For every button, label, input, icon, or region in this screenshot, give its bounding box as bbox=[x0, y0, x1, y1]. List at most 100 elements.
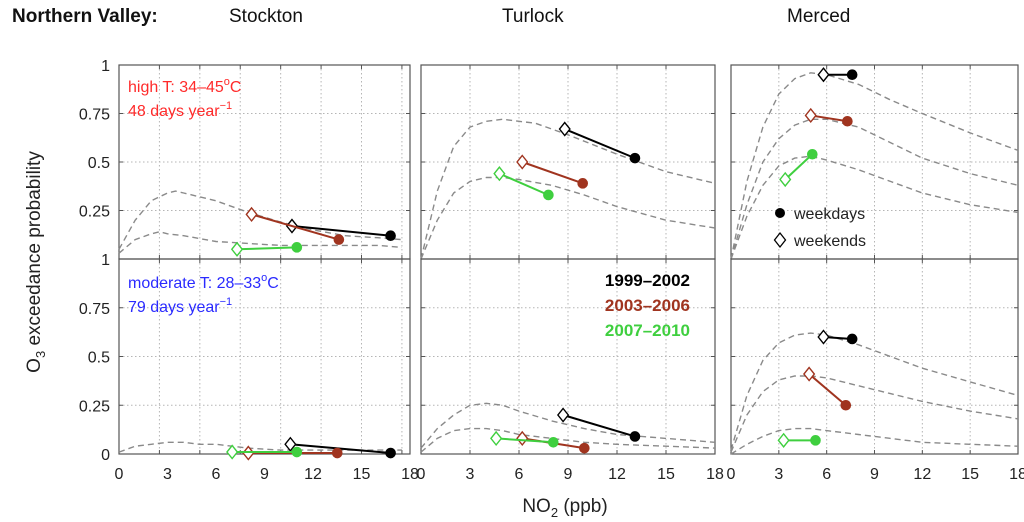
x-tick-label: 12 bbox=[304, 466, 322, 483]
model-curve bbox=[730, 427, 1019, 455]
unit: C bbox=[267, 275, 279, 292]
panel-turlock-high-t bbox=[420, 64, 716, 260]
legend-weekday-marker bbox=[775, 208, 785, 218]
weekday-point bbox=[629, 431, 641, 442]
weekday-point bbox=[385, 447, 396, 459]
series-line bbox=[499, 172, 549, 196]
model-curve bbox=[118, 190, 402, 250]
series-line bbox=[521, 161, 584, 185]
series-line bbox=[251, 213, 340, 241]
weekend-point bbox=[284, 436, 297, 452]
x-tick-label: 3 bbox=[466, 466, 475, 483]
weekday-point bbox=[846, 333, 858, 345]
weekend-point bbox=[817, 329, 830, 345]
weekday-point bbox=[543, 189, 554, 201]
y-tick-label: 0.25 bbox=[79, 204, 110, 221]
legend-weekend-marker bbox=[773, 231, 787, 249]
weekday-point bbox=[629, 152, 641, 164]
weekday-point bbox=[385, 230, 396, 242]
weekend-point bbox=[493, 166, 506, 182]
weekday-point bbox=[333, 234, 345, 245]
weekday-point bbox=[807, 148, 818, 160]
y-label-sub: 3 bbox=[33, 351, 48, 358]
x-tick-label: 0 bbox=[115, 466, 124, 483]
legend-period-label: 2007–2010 bbox=[605, 321, 690, 340]
unit: C bbox=[230, 79, 242, 96]
weekend-point bbox=[779, 171, 792, 188]
weekend-point bbox=[817, 67, 830, 83]
weekday-point bbox=[291, 242, 303, 253]
y-tick-label: 1 bbox=[101, 58, 110, 75]
y-tick-label: 1 bbox=[101, 252, 110, 269]
x-tick-label: 0 bbox=[727, 466, 736, 483]
weekend-point bbox=[804, 107, 817, 124]
weekday-point bbox=[577, 178, 589, 189]
x-axis-label: NO2 (ppb) bbox=[522, 496, 607, 520]
x-tick-label: 6 bbox=[212, 466, 221, 483]
weekday-point bbox=[810, 435, 821, 446]
weekday-point bbox=[291, 446, 303, 458]
city-title-stockton: Stockton bbox=[229, 6, 303, 27]
weekend-point bbox=[490, 430, 503, 447]
series-line bbox=[784, 153, 813, 181]
panel-turlock-moderate-t bbox=[420, 258, 716, 455]
series-line bbox=[291, 225, 391, 237]
x-tick-label: 3 bbox=[774, 466, 783, 483]
weekend-point bbox=[226, 444, 239, 460]
moderate-t-note-line1: moderate T: 28–33oC bbox=[128, 272, 279, 292]
high-t-note-line2: 48 days year−1 bbox=[128, 100, 232, 120]
x-tick-label: 15 bbox=[353, 466, 371, 483]
model-curve bbox=[118, 231, 402, 254]
model-curve bbox=[420, 402, 716, 449]
panel-stockton-high-t bbox=[118, 64, 411, 260]
x-tick-label: 15 bbox=[961, 466, 979, 483]
degree-sup: o bbox=[224, 76, 230, 88]
x-tick-label: 6 bbox=[822, 466, 831, 483]
y-tick-label: 0.75 bbox=[79, 301, 110, 318]
x-label-sub: 2 bbox=[551, 505, 558, 520]
weekend-point bbox=[803, 366, 816, 382]
model-curve bbox=[118, 441, 402, 453]
x-tick-label: 18 bbox=[706, 466, 724, 483]
x-tick-label: 9 bbox=[870, 466, 879, 483]
x-tick-label: 15 bbox=[657, 466, 675, 483]
legend-period-label: 1999–2002 bbox=[605, 271, 690, 290]
model-curve bbox=[420, 118, 716, 260]
degree-sup: o bbox=[261, 272, 267, 284]
x-tick-label: 12 bbox=[608, 466, 626, 483]
series-line bbox=[290, 443, 391, 455]
legend-weekdays-label: weekdays bbox=[793, 206, 865, 223]
exponent-sup: −1 bbox=[220, 100, 233, 112]
y-label-rest: exceedance probability bbox=[24, 151, 45, 351]
x-tick-label: 0 bbox=[417, 466, 426, 483]
weekend-point bbox=[230, 241, 244, 257]
series-line bbox=[810, 114, 848, 123]
model-curve bbox=[420, 427, 716, 453]
weekday-point bbox=[846, 69, 858, 80]
series-line bbox=[562, 414, 636, 438]
x-tick-label: 9 bbox=[564, 466, 573, 483]
panel-stockton-moderate-t bbox=[118, 258, 411, 461]
x-tick-label: 18 bbox=[1009, 466, 1024, 483]
y-tick-label: 0 bbox=[101, 447, 110, 464]
y-tick-label: 0.5 bbox=[88, 350, 110, 367]
weekend-point bbox=[516, 154, 529, 170]
city-title-turlock: Turlock bbox=[502, 6, 564, 27]
weekday-point bbox=[840, 399, 852, 411]
model-curve bbox=[730, 155, 1019, 260]
weekday-point bbox=[548, 437, 559, 448]
exponent-sup: −1 bbox=[220, 296, 233, 308]
panel-merced-high-t bbox=[730, 64, 1019, 260]
moderate-t-note-line2: 79 days year−1 bbox=[128, 296, 232, 316]
region-label: Northern Valley: bbox=[12, 6, 158, 27]
x-tick-label: 3 bbox=[163, 466, 172, 483]
weekday-point bbox=[842, 115, 853, 127]
series-line bbox=[808, 373, 847, 407]
y-tick-label: 0.25 bbox=[79, 398, 110, 415]
y-tick-label: 0.75 bbox=[79, 107, 110, 124]
x-tick-label: 6 bbox=[515, 466, 524, 483]
x-tick-label: 12 bbox=[913, 466, 931, 483]
x-tick-label: 18 bbox=[401, 466, 419, 483]
weekend-point bbox=[558, 121, 571, 137]
